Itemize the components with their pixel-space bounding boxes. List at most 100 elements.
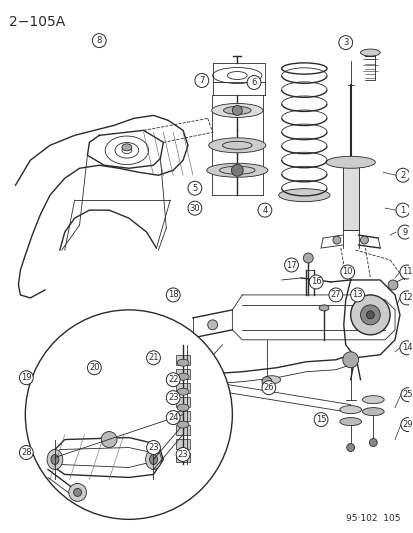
Bar xyxy=(176,369,190,379)
Bar xyxy=(176,425,190,434)
Ellipse shape xyxy=(122,144,131,151)
Ellipse shape xyxy=(177,388,188,395)
Circle shape xyxy=(342,352,358,368)
Text: 23: 23 xyxy=(148,443,159,452)
Circle shape xyxy=(101,432,117,448)
Circle shape xyxy=(284,258,298,272)
Ellipse shape xyxy=(145,449,161,470)
Ellipse shape xyxy=(362,408,383,416)
Circle shape xyxy=(207,320,217,330)
Text: 25: 25 xyxy=(401,390,412,399)
Circle shape xyxy=(166,373,180,386)
Text: 4: 4 xyxy=(262,206,267,215)
Circle shape xyxy=(399,265,413,279)
Circle shape xyxy=(328,288,342,302)
Circle shape xyxy=(360,236,368,244)
Ellipse shape xyxy=(339,417,361,425)
Text: 17: 17 xyxy=(285,261,296,270)
Circle shape xyxy=(231,164,242,176)
Text: 14: 14 xyxy=(401,343,411,352)
Text: 8: 8 xyxy=(96,36,102,45)
Text: 15: 15 xyxy=(315,415,325,424)
Ellipse shape xyxy=(211,103,262,117)
Circle shape xyxy=(395,203,409,217)
Text: 1: 1 xyxy=(399,206,405,215)
Circle shape xyxy=(257,203,271,217)
Circle shape xyxy=(309,275,322,289)
Circle shape xyxy=(395,168,409,182)
Text: 6: 6 xyxy=(251,78,256,87)
Circle shape xyxy=(19,371,33,385)
Circle shape xyxy=(188,201,201,215)
Ellipse shape xyxy=(325,156,375,168)
Circle shape xyxy=(247,76,260,90)
Circle shape xyxy=(350,288,363,302)
Text: 12: 12 xyxy=(401,294,411,302)
Circle shape xyxy=(397,225,411,239)
Text: 19: 19 xyxy=(21,373,31,382)
Ellipse shape xyxy=(47,449,63,470)
Circle shape xyxy=(261,377,271,386)
Text: 95·102  105: 95·102 105 xyxy=(346,514,400,523)
Ellipse shape xyxy=(177,404,188,411)
Text: 16: 16 xyxy=(310,278,321,286)
Circle shape xyxy=(74,488,81,496)
Circle shape xyxy=(332,236,340,244)
Circle shape xyxy=(368,439,376,447)
Circle shape xyxy=(387,280,397,290)
Ellipse shape xyxy=(206,163,267,177)
Ellipse shape xyxy=(278,189,329,201)
Text: 11: 11 xyxy=(401,268,411,277)
Circle shape xyxy=(195,74,208,87)
Circle shape xyxy=(19,446,33,459)
Bar xyxy=(176,383,190,393)
Circle shape xyxy=(400,387,413,402)
Text: 26: 26 xyxy=(263,383,273,392)
Ellipse shape xyxy=(223,107,251,115)
Circle shape xyxy=(338,36,352,50)
Ellipse shape xyxy=(360,49,379,56)
Text: 29: 29 xyxy=(401,420,412,429)
Bar xyxy=(176,453,190,463)
Circle shape xyxy=(69,483,86,502)
Circle shape xyxy=(366,311,373,319)
Ellipse shape xyxy=(51,455,59,464)
Circle shape xyxy=(350,295,389,335)
Circle shape xyxy=(87,361,101,375)
Text: 9: 9 xyxy=(401,228,406,237)
Text: 18: 18 xyxy=(168,290,178,300)
Text: 2: 2 xyxy=(399,171,405,180)
Circle shape xyxy=(166,410,180,425)
Circle shape xyxy=(166,391,180,405)
Circle shape xyxy=(25,310,232,519)
Text: 2−105A: 2−105A xyxy=(9,15,65,29)
Circle shape xyxy=(188,181,201,195)
Circle shape xyxy=(166,288,180,302)
Circle shape xyxy=(340,265,354,279)
Circle shape xyxy=(400,417,413,432)
Circle shape xyxy=(346,443,354,451)
Bar xyxy=(342,165,358,230)
Text: 24: 24 xyxy=(168,413,178,422)
Ellipse shape xyxy=(362,395,383,403)
Circle shape xyxy=(399,341,413,355)
Text: 23: 23 xyxy=(168,393,178,402)
Text: 28: 28 xyxy=(21,448,31,457)
Circle shape xyxy=(176,448,190,462)
Circle shape xyxy=(146,351,160,365)
Circle shape xyxy=(261,381,275,394)
Circle shape xyxy=(399,291,413,305)
Text: 30: 30 xyxy=(189,204,200,213)
Bar xyxy=(176,355,190,365)
Bar xyxy=(176,410,190,421)
Text: 23: 23 xyxy=(177,450,188,459)
Text: 7: 7 xyxy=(199,76,204,85)
Text: 10: 10 xyxy=(342,268,352,277)
Text: 21: 21 xyxy=(148,353,158,362)
Text: 20: 20 xyxy=(89,363,100,372)
Ellipse shape xyxy=(177,421,188,428)
Text: 5: 5 xyxy=(192,184,197,193)
Circle shape xyxy=(92,34,106,47)
Text: 22: 22 xyxy=(168,375,178,384)
Ellipse shape xyxy=(177,359,188,366)
